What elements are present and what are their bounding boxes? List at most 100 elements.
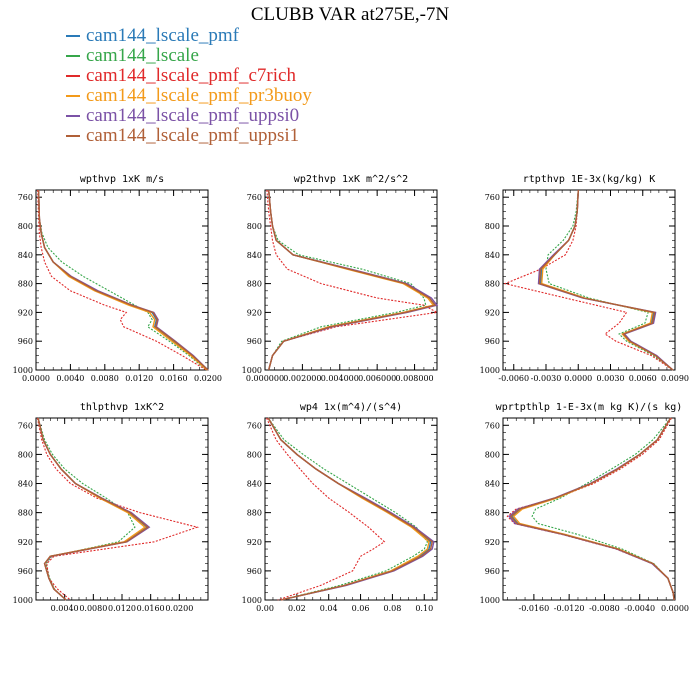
x-tick-label: 0.0060 xyxy=(629,374,657,383)
legend-entry: cam144_lscale_pmf_c7rich xyxy=(66,66,312,86)
x-tick-label: -0.0120 xyxy=(554,604,585,613)
series-line-cam144_lscale_pmf_uppsi0 xyxy=(37,417,151,601)
y-tick-label: 1000 xyxy=(242,366,262,375)
legend-swatch xyxy=(66,115,80,117)
legend-entry: cam144_lscale xyxy=(66,46,312,66)
y-tick-label: 1000 xyxy=(13,596,33,605)
x-tick-label: 0.08 xyxy=(384,604,402,613)
x-tick-label: 0.0120 xyxy=(125,374,153,383)
y-tick-label: 760 xyxy=(485,193,500,202)
series-line-cam144_lscale_pmf_uppsi1 xyxy=(37,417,149,601)
x-tick-label: 0.0200 xyxy=(194,374,222,383)
series-line-cam144_lscale_pmf_pr3buoy xyxy=(268,189,435,371)
panel-4: thlpthvp 1xK^2 760 800 840 880 920 960 1000 0.00… xyxy=(13,402,209,613)
legend-label: cam144_lscale_pmf_c7rich xyxy=(86,65,296,86)
panel-title: wpthvp 1xK m/s xyxy=(80,174,164,185)
series-line-cam144_lscale_pmf_c7rich xyxy=(266,189,439,371)
x-tick-label: 0.002000 xyxy=(283,374,321,383)
y-tick-label: 920 xyxy=(247,538,262,547)
y-tick-label: 760 xyxy=(18,193,33,202)
panel-title: wprtpthlp 1-E-3x(m kg K)/(s kg) xyxy=(496,402,683,413)
series-line-cam144_lscale_pmf_pr3buoy xyxy=(37,189,208,371)
y-tick-label: 920 xyxy=(18,308,33,317)
legend-swatch xyxy=(66,35,80,37)
series-line-cam144_lscale xyxy=(545,189,674,371)
x-tick-label: 0.0090 xyxy=(661,374,689,383)
x-tick-label: 0.06 xyxy=(352,604,370,613)
y-tick-label: 880 xyxy=(485,280,500,289)
series-line-cam144_lscale_pmf_uppsi1 xyxy=(37,189,209,371)
x-tick-label: 0.0080 xyxy=(79,604,107,613)
legend-entry: cam144_lscale_pmf_uppsi1 xyxy=(66,126,312,146)
y-tick-label: 800 xyxy=(18,222,33,231)
x-tick-label: 0.006000 xyxy=(358,374,396,383)
legend-label: cam144_lscale xyxy=(86,45,199,66)
panel-title: thlpthvp 1xK^2 xyxy=(80,402,164,413)
series-line-cam144_lscale_pmf_pr3buoy xyxy=(540,189,674,371)
x-tick-label: 0.0160 xyxy=(160,374,188,383)
legend-swatch xyxy=(66,55,80,57)
plot-frame xyxy=(35,189,209,371)
legend-entry: cam144_lscale_pmf xyxy=(66,26,312,46)
x-tick-label: -0.0040 xyxy=(624,604,655,613)
series-line-cam144_lscale xyxy=(38,189,207,371)
y-tick-label: 840 xyxy=(485,480,500,489)
series-line-cam144_lscale_pmf_uppsi1 xyxy=(268,189,437,371)
series-line-cam144_lscale xyxy=(267,417,429,601)
legend-entry: cam144_lscale_pmf_uppsi0 xyxy=(66,106,312,126)
x-tick-label: 0.0080 xyxy=(91,374,119,383)
x-tick-label: -0.0160 xyxy=(519,604,550,613)
x-tick-label: 0.0000 xyxy=(661,604,689,613)
series-line-cam144_lscale_pmf_uppsi0 xyxy=(37,189,209,371)
y-tick-label: 960 xyxy=(18,337,33,346)
x-tick-label: 0.0040 xyxy=(51,604,79,613)
x-tick-label: 0.0000 xyxy=(22,374,50,383)
series-line-cam144_lscale xyxy=(531,417,675,601)
y-tick-label: 800 xyxy=(485,222,500,231)
legend-label: cam144_lscale_pmf_uppsi1 xyxy=(86,125,300,146)
series-line-cam144_lscale_pmf_uppsi0 xyxy=(267,417,435,601)
x-tick-label: 0.000000 xyxy=(246,374,284,383)
panel-3: rtpthvp 1E-3x(kg/kg) K 760 800 840 880 920 960… xyxy=(480,174,689,383)
x-tick-label: 0.00 xyxy=(256,604,274,613)
y-tick-label: 1000 xyxy=(242,596,262,605)
y-tick-label: 920 xyxy=(247,308,262,317)
series-line-cam144_lscale_pmf_pr3buoy xyxy=(37,417,147,601)
x-tick-label: 0.0120 xyxy=(108,604,136,613)
x-tick-label: 0.0160 xyxy=(137,604,165,613)
plot-frame xyxy=(502,189,676,371)
x-tick-label: -0.0060 xyxy=(498,374,529,383)
y-tick-label: 1000 xyxy=(480,596,500,605)
plot-frame xyxy=(502,417,676,601)
panel-5: wp4 1x(m^4)/(s^4)76080084088092096010000… xyxy=(242,402,438,613)
y-tick-label: 920 xyxy=(485,538,500,547)
x-tick-label: 0.008000 xyxy=(395,374,433,383)
y-tick-label: 840 xyxy=(485,251,500,260)
plot-frame xyxy=(264,189,438,371)
y-tick-label: 1000 xyxy=(13,366,33,375)
legend-label: cam144_lscale_pmf_uppsi0 xyxy=(86,105,300,126)
y-tick-label: 960 xyxy=(485,567,500,576)
series-line-cam144_lscale_pmf xyxy=(539,189,674,371)
series-line-cam144_lscale_pmf_c7rich xyxy=(266,417,386,601)
y-tick-label: 800 xyxy=(247,450,262,459)
x-tick-label: 0.0200 xyxy=(165,604,193,613)
y-tick-label: 920 xyxy=(485,308,500,317)
y-tick-label: 880 xyxy=(247,509,262,518)
series-line-cam144_lscale_pmf_c7rich xyxy=(36,417,200,601)
x-tick-label: -0.0030 xyxy=(531,374,562,383)
y-tick-label: 1000 xyxy=(480,366,500,375)
series-line-cam144_lscale_pmf_uppsi1 xyxy=(509,417,675,601)
legend-swatch xyxy=(66,95,80,97)
y-tick-label: 800 xyxy=(18,450,33,459)
series-line-cam144_lscale_pmf xyxy=(37,189,209,371)
x-tick-label: 0.02 xyxy=(288,604,306,613)
y-tick-label: 880 xyxy=(18,280,33,289)
y-tick-label: 840 xyxy=(247,251,262,260)
x-tick-label: 0.10 xyxy=(415,604,433,613)
x-tick-label: 0.0030 xyxy=(597,374,625,383)
plot-frame xyxy=(264,417,438,601)
x-tick-label: 0.04 xyxy=(320,604,338,613)
y-tick-label: 760 xyxy=(485,421,500,430)
panel-6: wprtpthlp 1-E-3x(m kg K)/(s kg) 760 800 840… xyxy=(480,402,689,613)
